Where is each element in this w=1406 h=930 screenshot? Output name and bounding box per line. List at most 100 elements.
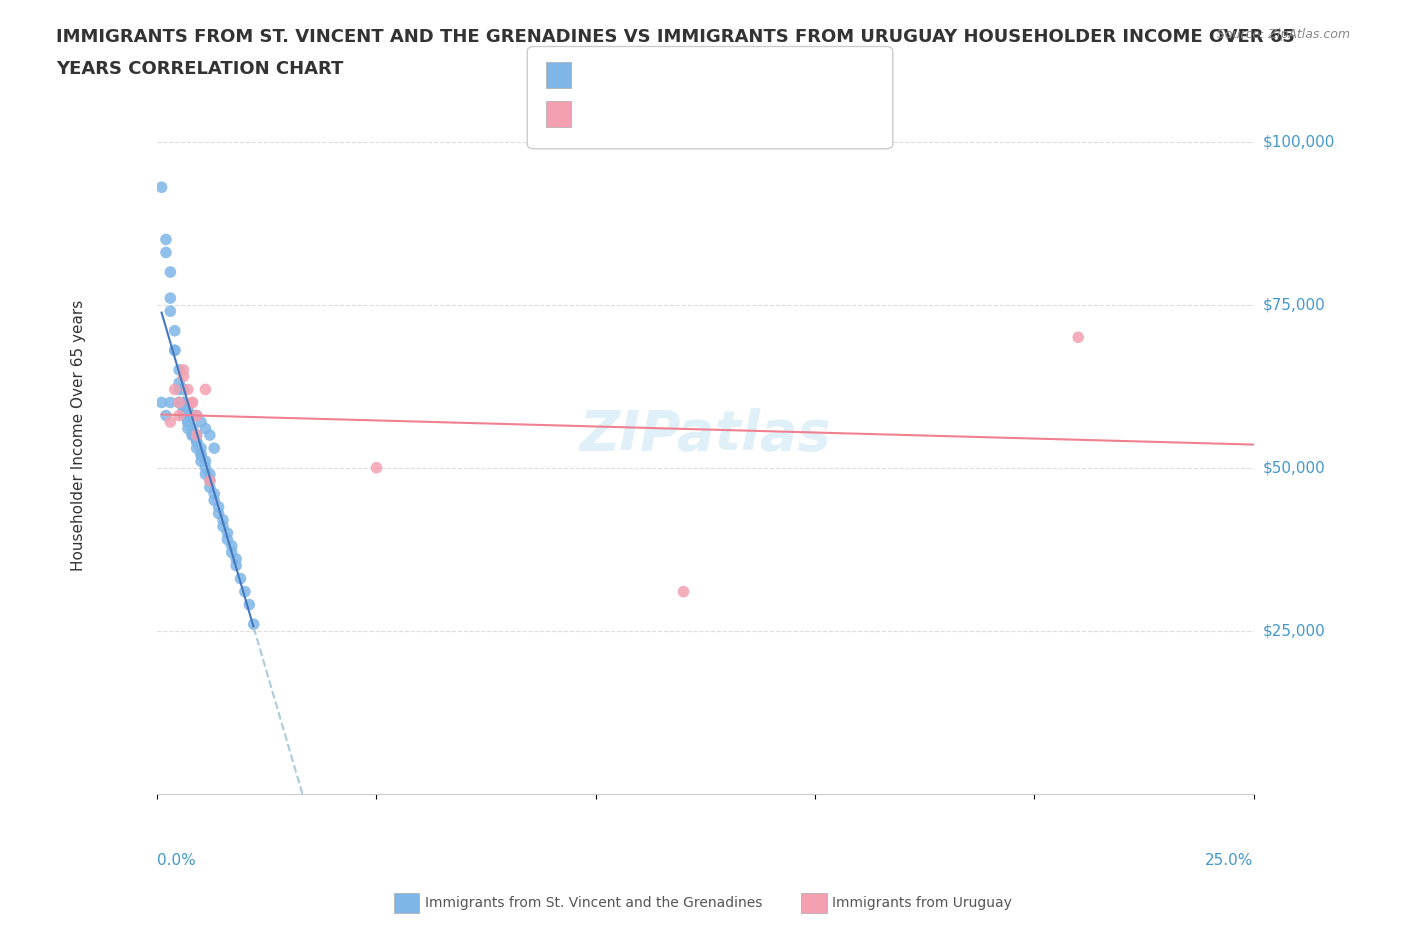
Point (177, 415, 200, 430)
Point (181, 428, 204, 443)
Point (202, 486, 225, 501)
Text: $75,000: $75,000 (1263, 298, 1326, 312)
Point (212, 512, 235, 527)
Text: YEARS CORRELATION CHART: YEARS CORRELATION CHART (56, 60, 343, 78)
Point (181, 428, 204, 443)
Text: IMMIGRANTS FROM ST. VINCENT AND THE GRENADINES VS IMMIGRANTS FROM URUGUAY HOUSEH: IMMIGRANTS FROM ST. VINCENT AND THE GREN… (56, 28, 1295, 46)
Point (159, 265, 181, 280)
Point (159, 415, 181, 430)
Point (173, 408, 195, 423)
Point (167, 382, 190, 397)
Text: N =: N = (682, 67, 725, 82)
Point (186, 434, 208, 449)
Point (167, 395, 190, 410)
Point (194, 460, 217, 475)
Point (212, 519, 235, 534)
Text: R =: R = (579, 107, 617, 122)
Point (198, 428, 221, 443)
Point (221, 538, 243, 553)
Point (238, 597, 260, 612)
Text: Immigrants from Uruguay: Immigrants from Uruguay (832, 896, 1012, 910)
Point (177, 415, 200, 430)
Point (186, 408, 208, 423)
Point (177, 421, 200, 436)
Point (194, 467, 217, 482)
Point (173, 402, 195, 417)
Point (229, 571, 252, 586)
Point (190, 441, 212, 456)
Text: -0.229: -0.229 (626, 67, 681, 82)
Text: 16: 16 (742, 107, 763, 122)
Point (225, 551, 247, 566)
Point (186, 434, 208, 449)
Point (198, 473, 221, 488)
Point (198, 480, 221, 495)
Point (366, 460, 388, 475)
Point (177, 408, 200, 423)
Point (190, 447, 212, 462)
Point (159, 304, 181, 319)
Point (173, 382, 195, 397)
Point (177, 382, 200, 397)
Point (202, 493, 225, 508)
Point (186, 441, 208, 456)
Point (177, 415, 200, 430)
Point (198, 467, 221, 482)
Point (186, 428, 208, 443)
Text: ZIPatlas: ZIPatlas (579, 408, 831, 462)
Point (194, 382, 217, 397)
Point (198, 473, 221, 488)
Point (167, 395, 190, 410)
Point (150, 179, 173, 194)
Point (233, 584, 256, 599)
Text: N =: N = (682, 107, 725, 122)
Point (173, 402, 195, 417)
Point (225, 558, 247, 573)
Point (167, 363, 190, 378)
Point (221, 545, 243, 560)
Point (163, 343, 186, 358)
Point (163, 343, 186, 358)
Text: 0.0%: 0.0% (157, 853, 195, 868)
Point (194, 421, 217, 436)
Point (194, 454, 217, 469)
Point (155, 245, 177, 259)
Point (163, 324, 186, 339)
Point (159, 395, 181, 410)
Point (150, 395, 173, 410)
Point (217, 532, 239, 547)
Point (173, 363, 195, 378)
Point (167, 408, 190, 423)
Point (672, 584, 695, 599)
Point (159, 291, 181, 306)
Point (181, 408, 204, 423)
Point (207, 499, 229, 514)
Point (155, 408, 177, 423)
Point (181, 421, 204, 436)
Point (186, 428, 208, 443)
Text: 0.149: 0.149 (626, 107, 673, 122)
Point (202, 441, 225, 456)
Point (242, 617, 264, 631)
Text: $25,000: $25,000 (1263, 623, 1326, 638)
Point (173, 395, 195, 410)
Point (190, 454, 212, 469)
Text: Source: ZipAtlas.com: Source: ZipAtlas.com (1216, 28, 1350, 41)
Point (181, 395, 204, 410)
Point (155, 232, 177, 246)
Text: $50,000: $50,000 (1263, 460, 1326, 475)
Text: R =: R = (579, 67, 613, 82)
Point (177, 402, 200, 417)
Text: 25.0%: 25.0% (1205, 853, 1254, 868)
Text: 68: 68 (742, 67, 763, 82)
Point (163, 382, 186, 397)
Point (207, 506, 229, 521)
Point (1067, 330, 1090, 345)
Point (173, 369, 195, 384)
Point (181, 395, 204, 410)
Point (167, 395, 190, 410)
Point (167, 376, 190, 391)
Text: Immigrants from St. Vincent and the Grenadines: Immigrants from St. Vincent and the Gren… (425, 896, 762, 910)
Point (186, 408, 208, 423)
Text: Householder Income Over 65 years: Householder Income Over 65 years (70, 299, 86, 571)
